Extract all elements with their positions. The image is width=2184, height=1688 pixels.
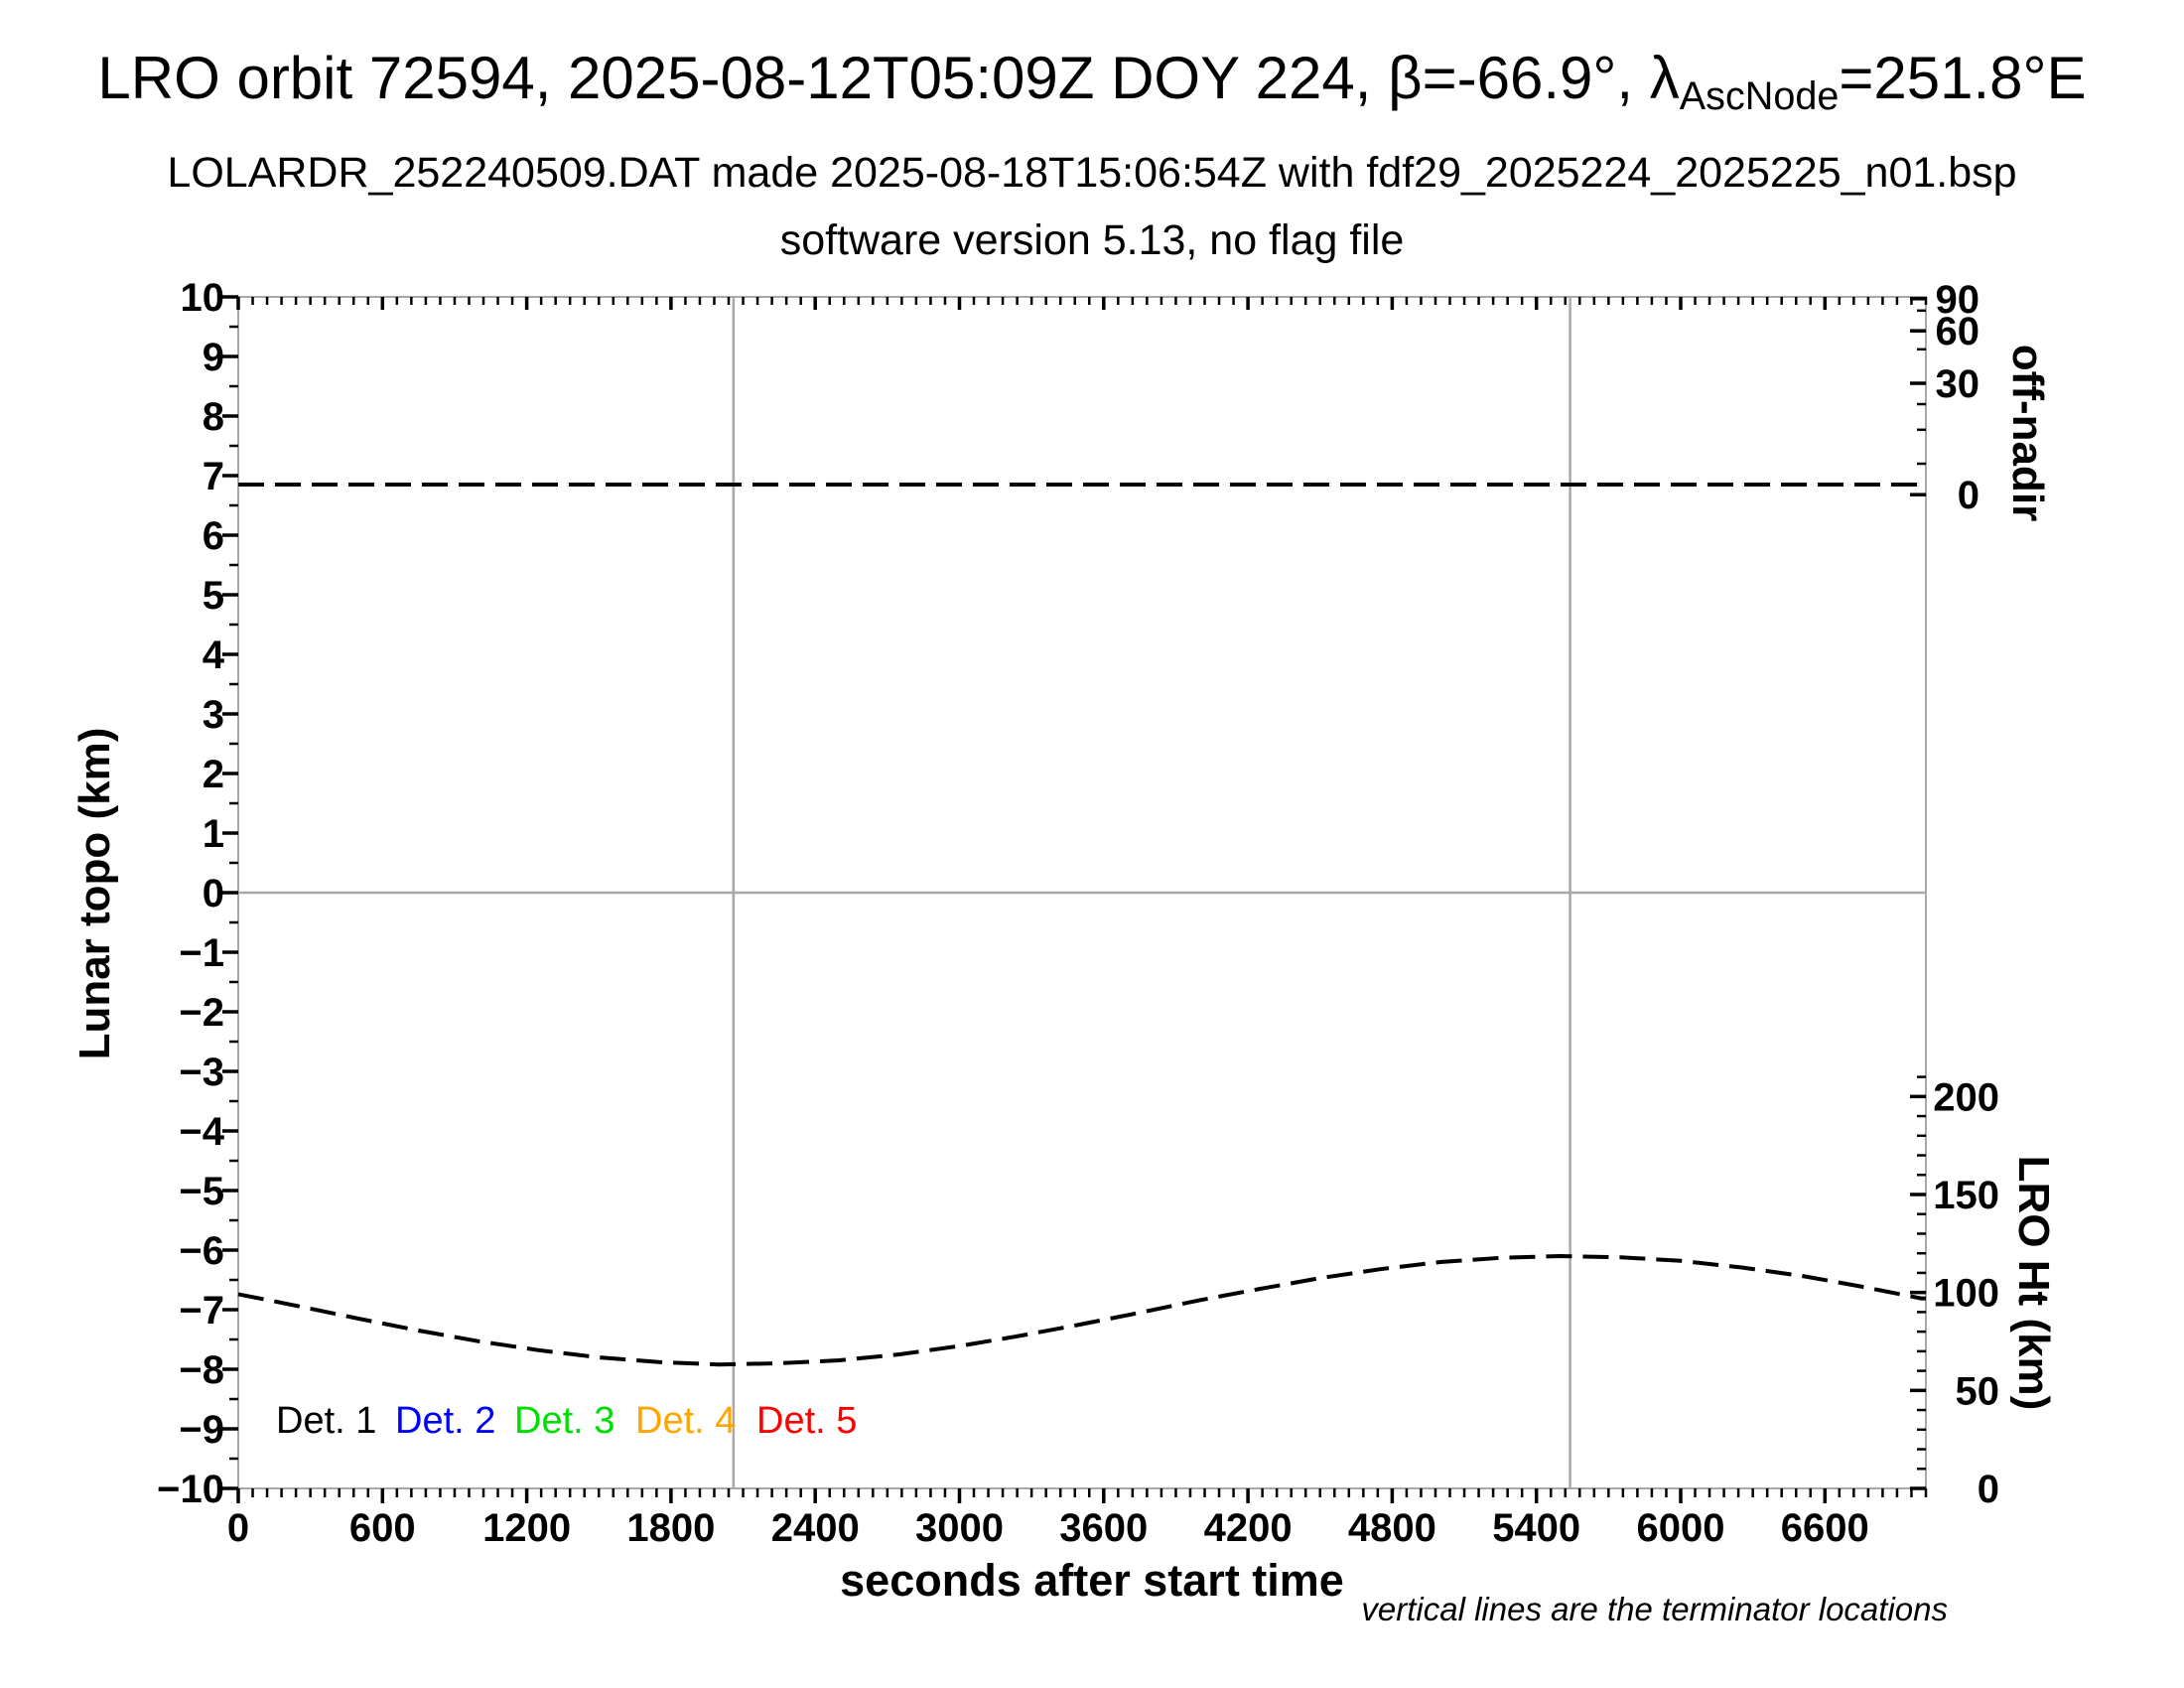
svg-text:8: 8 <box>203 395 224 439</box>
svg-text:1800: 1800 <box>626 1506 715 1550</box>
svg-text:3000: 3000 <box>915 1506 1004 1550</box>
terminator-and-zero-lines <box>238 297 1926 1488</box>
legend-det-2: Det. 2 <box>395 1400 496 1442</box>
svg-text:3: 3 <box>203 693 224 737</box>
svg-text:7: 7 <box>203 455 224 498</box>
axis-tick-labels: 0 600 1200 1800 2400 3000 3600 4200 4800 5400 6000… <box>157 276 1999 1550</box>
svg-text:−9: −9 <box>179 1408 224 1452</box>
svg-text:9: 9 <box>203 336 224 379</box>
svg-text:−10: −10 <box>157 1468 224 1511</box>
svg-text:0: 0 <box>203 872 224 915</box>
file-subtitle: LOLARDR_252240509.DAT made 2025-08-18T15… <box>167 149 2017 197</box>
svg-text:−8: −8 <box>179 1348 224 1392</box>
svg-text:30: 30 <box>1936 362 1980 406</box>
svg-text:6: 6 <box>203 514 224 558</box>
svg-text:50: 50 <box>1956 1369 2000 1413</box>
svg-text:−2: −2 <box>179 991 224 1035</box>
svg-text:0: 0 <box>1978 1468 1999 1511</box>
svg-text:600: 600 <box>349 1506 416 1550</box>
svg-text:100: 100 <box>1933 1272 1999 1316</box>
data-curves <box>237 483 1926 1367</box>
svg-text:60: 60 <box>1936 310 1980 353</box>
svg-text:−7: −7 <box>179 1289 224 1333</box>
svg-text:−4: −4 <box>179 1110 224 1154</box>
page-title-suffix: =251.8°E <box>1839 45 2087 111</box>
svg-text:150: 150 <box>1933 1174 1999 1217</box>
x-axis-title: seconds after start time <box>840 1555 1344 1606</box>
svg-text:2400: 2400 <box>771 1506 860 1550</box>
svg-text:−5: −5 <box>179 1170 224 1213</box>
legend-det-1: Det. 1 <box>276 1400 377 1442</box>
axis-ticks <box>222 295 1928 1503</box>
svg-text:−6: −6 <box>179 1229 224 1273</box>
svg-text:10: 10 <box>181 276 225 320</box>
svg-text:6000: 6000 <box>1636 1506 1724 1550</box>
svg-text:1200: 1200 <box>482 1506 571 1550</box>
svg-text:1: 1 <box>203 812 224 856</box>
svg-text:6600: 6600 <box>1781 1506 1869 1550</box>
svg-text:−3: −3 <box>179 1051 224 1094</box>
svg-text:4200: 4200 <box>1204 1506 1293 1550</box>
terminator-footnote: vertical lines are the terminator locati… <box>1361 1591 1948 1627</box>
legend-det-3: Det. 3 <box>514 1400 615 1442</box>
legend-det-5: Det. 5 <box>756 1400 858 1442</box>
svg-text:4: 4 <box>203 633 225 677</box>
legend-det-4: Det. 4 <box>635 1400 737 1442</box>
svg-text:2: 2 <box>203 753 224 796</box>
page-title-subscript: AscNode <box>1679 74 1840 119</box>
svg-text:3600: 3600 <box>1059 1506 1148 1550</box>
svg-text:90: 90 <box>1936 278 1980 322</box>
svg-text:200: 200 <box>1933 1075 1999 1119</box>
software-version-line: software version 5.13, no flag file <box>779 216 1405 264</box>
svg-text:0: 0 <box>1958 474 1979 517</box>
svg-text:4800: 4800 <box>1348 1506 1436 1550</box>
svg-text:5: 5 <box>203 574 224 618</box>
svg-text:5400: 5400 <box>1492 1506 1580 1550</box>
svg-text:0: 0 <box>227 1506 249 1550</box>
page-title: LRO orbit 72594, 2025-08-12T05:09Z DOY 2… <box>0 44 2184 118</box>
svg-text:−1: −1 <box>179 931 224 975</box>
page-title-main: LRO orbit 72594, 2025-08-12T05:09Z DOY 2… <box>97 45 1680 111</box>
